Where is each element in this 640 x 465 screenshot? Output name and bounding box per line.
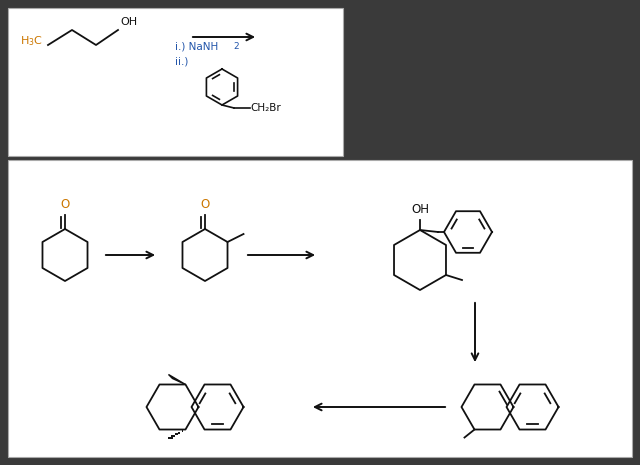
Text: CH₂Br: CH₂Br <box>250 103 281 113</box>
Bar <box>8 8 343 156</box>
Bar <box>8 160 632 457</box>
Text: O: O <box>200 198 210 211</box>
Text: 2: 2 <box>233 42 239 51</box>
Text: OH: OH <box>120 17 137 27</box>
Text: H$_3$C: H$_3$C <box>20 34 43 48</box>
Text: O: O <box>60 198 70 211</box>
Polygon shape <box>168 374 186 385</box>
Text: OH: OH <box>411 203 429 216</box>
Text: i.) NaNH: i.) NaNH <box>175 42 218 52</box>
Text: ii.): ii.) <box>175 57 188 67</box>
